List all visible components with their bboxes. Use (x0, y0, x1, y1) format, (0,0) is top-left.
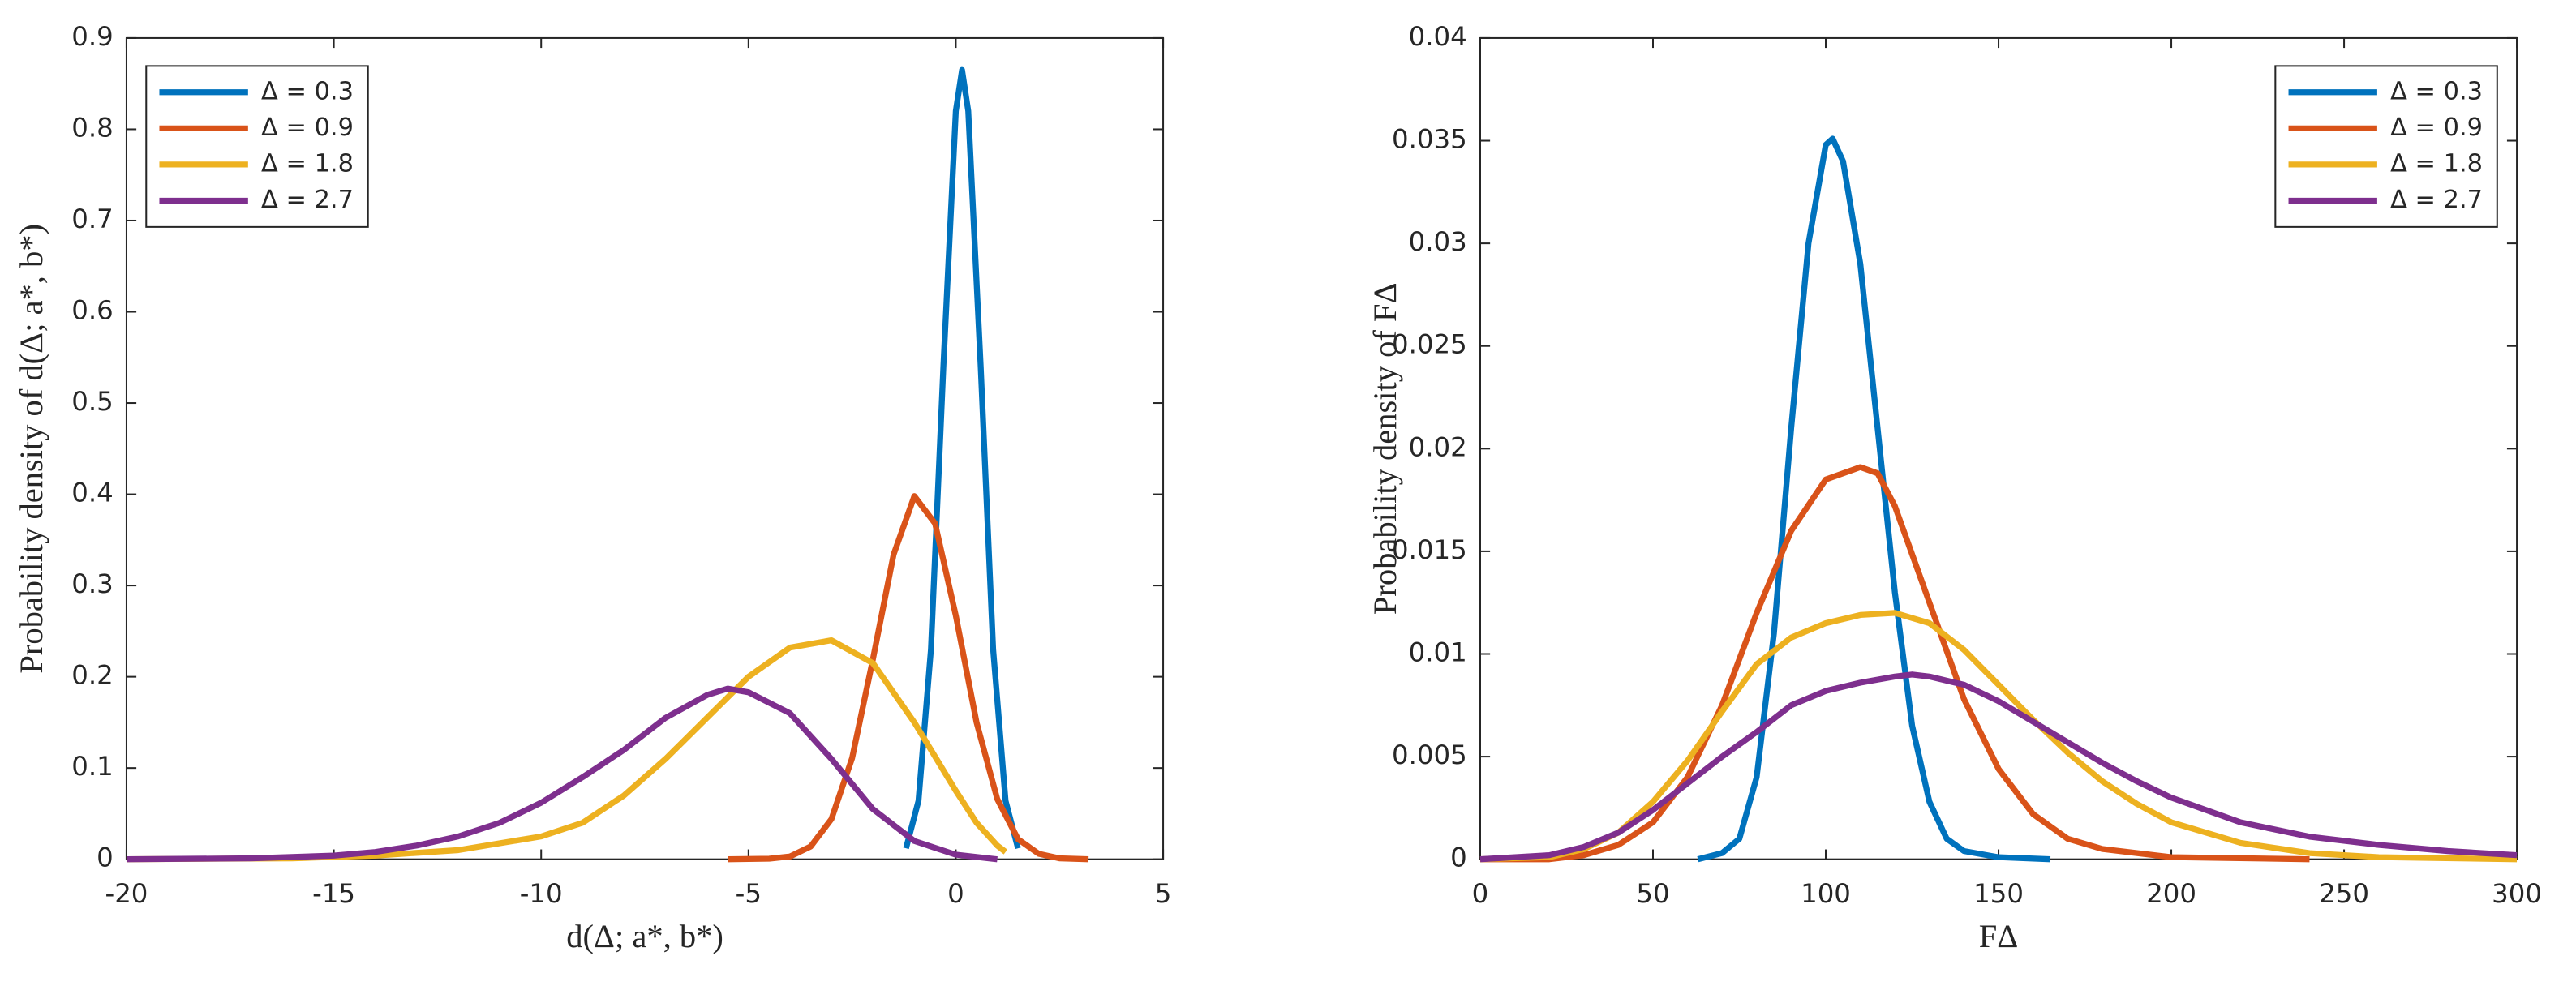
y-tick-label: 0.2 (71, 660, 114, 691)
y-tick-label: 0.04 (1409, 21, 1467, 52)
x-axis-label: FΔ (1979, 918, 2019, 954)
legend-label: Δ = 1.8 (261, 149, 354, 178)
density-curve (126, 685, 998, 863)
legend-label: Δ = 0.9 (2390, 114, 2483, 142)
legend-label: Δ = 2.7 (2390, 186, 2483, 214)
legend-label: Δ = 1.8 (2390, 149, 2483, 178)
x-tick-label: -20 (105, 878, 148, 909)
y-tick-label: 0.6 (71, 295, 114, 326)
y-tick-label: 0.015 (1392, 534, 1467, 565)
y-tick-label: 0.1 (71, 751, 114, 782)
x-tick-label: 250 (2319, 878, 2369, 909)
x-tick-label: 50 (1636, 878, 1669, 909)
y-axis-label: Probability density of FΔ (1367, 282, 1403, 615)
y-tick-label: 0.03 (1409, 226, 1467, 257)
density-curve (1697, 135, 2051, 863)
y-tick-label: 0.01 (1409, 637, 1467, 668)
x-tick-label: -10 (520, 878, 563, 909)
density-curve (1479, 671, 2518, 863)
x-tick-label: 0 (1472, 878, 1489, 909)
y-tick-label: 0.035 (1392, 124, 1467, 155)
legend-label: Δ = 0.3 (261, 77, 354, 105)
x-tick-label: -5 (736, 878, 762, 909)
x-tick-label: 0 (947, 878, 964, 909)
y-tick-label: 0 (1450, 842, 1467, 873)
y-tick-label: 0.005 (1392, 740, 1467, 770)
y-tick-label: 0.4 (71, 478, 114, 508)
x-tick-label: 200 (2146, 878, 2196, 909)
plot-frame (125, 36, 1165, 860)
y-tick-label: 0.7 (71, 204, 114, 234)
density-curve (728, 493, 1089, 863)
legend-label: Δ = 2.7 (261, 186, 354, 214)
y-axis-label: Probability density of d(Δ; a*, b*) (13, 224, 49, 674)
density-curve (1479, 464, 2310, 863)
x-tick-label: 5 (1155, 878, 1172, 909)
density-curve (903, 66, 1021, 850)
x-tick-label: -15 (312, 878, 355, 909)
y-tick-label: 0.3 (71, 568, 114, 599)
legend-label: Δ = 0.9 (261, 114, 354, 142)
density-curve (126, 637, 1008, 863)
x-tick-label: 150 (1973, 878, 2024, 909)
chart: -20 -15 -10 -5 0 5 0 0.1 0.2 0.3 0.4 0.5 0.6 0.7 0.8 0.… (13, 21, 1172, 954)
y-tick-label: 0.9 (71, 21, 114, 52)
y-tick-label: 0.025 (1392, 329, 1467, 360)
x-axis-label: d(Δ; a*, b*) (566, 918, 723, 954)
density-curve (1479, 610, 2518, 863)
y-tick-label: 0.8 (71, 112, 114, 143)
x-tick-label: 300 (2492, 878, 2542, 909)
legend-label: Δ = 0.3 (2390, 77, 2483, 105)
chart: 0 50 100 150 200 250 300 0 0.005 0.01 0.015 0.02 0.0… (1367, 21, 2542, 954)
y-tick-label: 0 (97, 842, 114, 873)
x-tick-label: 100 (1801, 878, 1851, 909)
y-tick-label: 0.02 (1409, 431, 1467, 462)
y-tick-label: 0.5 (71, 386, 114, 417)
